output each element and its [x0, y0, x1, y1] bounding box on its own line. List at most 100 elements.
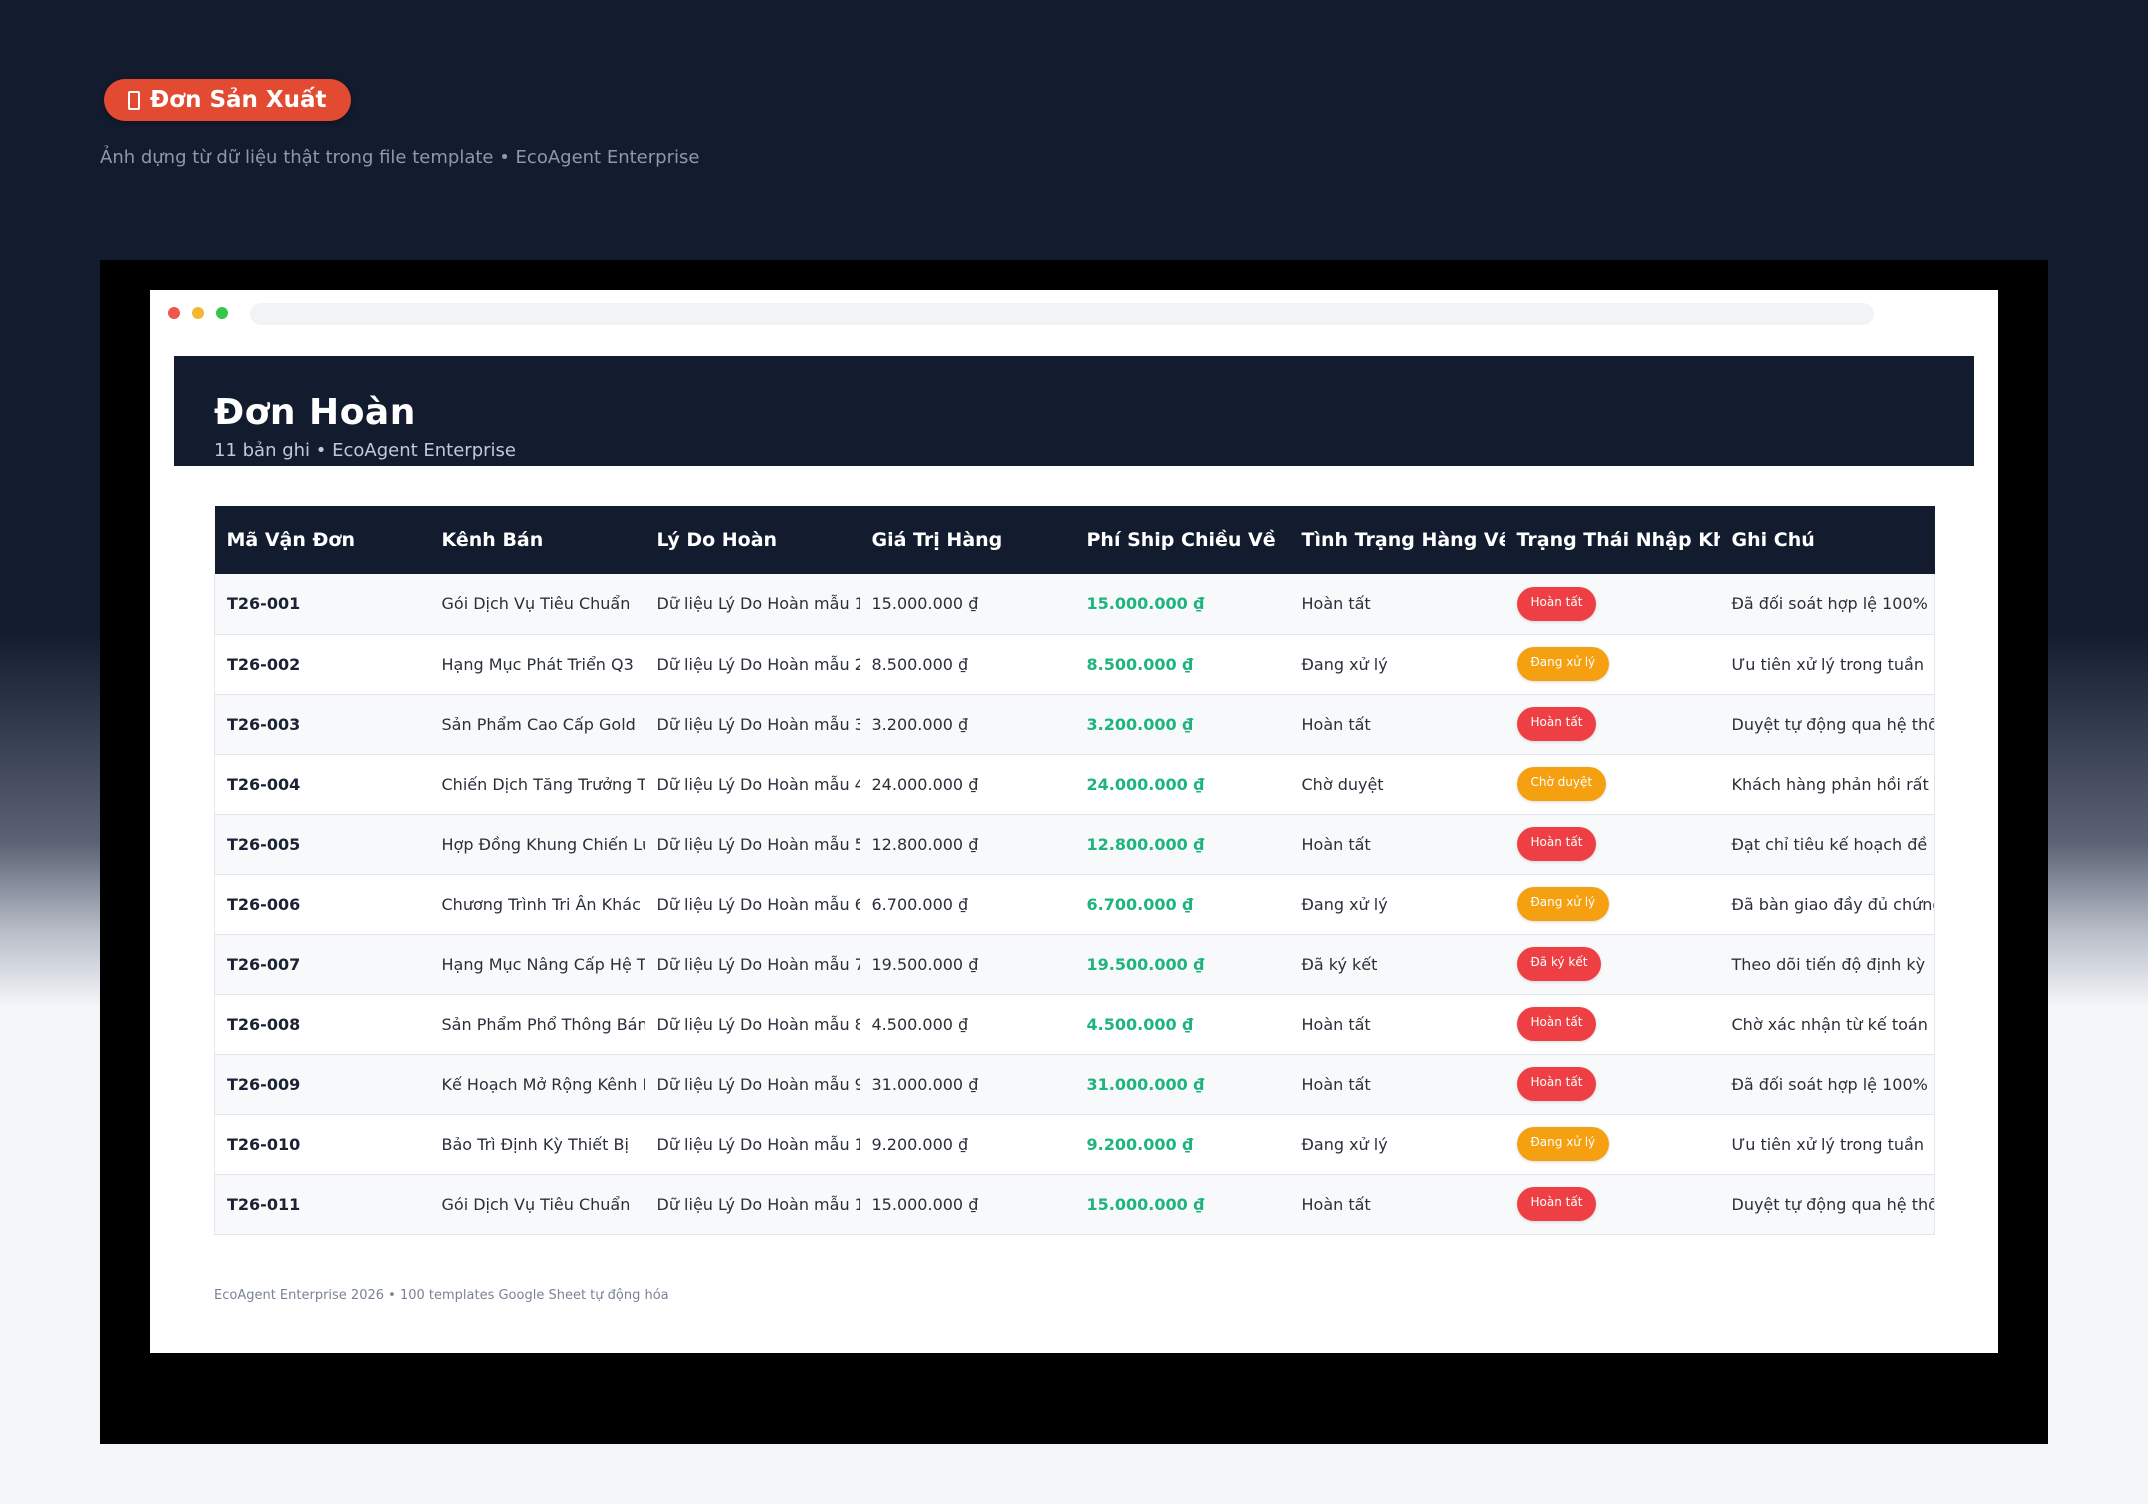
reason-cell: Dữ liệu Lý Do Hoàn mẫu 1 — [644, 1114, 860, 1175]
value-cell: 19.500.000 ₫ — [859, 934, 1075, 995]
column-header[interactable]: Phí Ship Chiều Về — [1074, 506, 1290, 574]
sheet-title: Đơn Hoàn — [214, 392, 416, 433]
status-badge: Hoàn tất — [1516, 707, 1597, 741]
status-badge: Hoàn tất — [1516, 1067, 1597, 1101]
value-cell: 3.200.000 ₫ — [859, 694, 1075, 755]
table-row[interactable]: T26-010 Bảo Trì Định Kỳ Thiết Bị Dữ liệu L… — [214, 1114, 1935, 1175]
code-cell: T26-002 — [214, 634, 430, 695]
note-cell: Chờ xác nhận từ kế toán — [1719, 994, 1935, 1055]
column-header[interactable]: Tình Trạng Hàng Về — [1289, 506, 1505, 574]
address-bar[interactable] — [250, 303, 1874, 325]
category-badge: Đơn Sản Xuất — [104, 79, 351, 121]
status-badge: Hoàn tất — [1516, 1007, 1597, 1041]
code-cell: T26-011 — [214, 1174, 430, 1235]
status-cell: Hoàn tất — [1504, 694, 1720, 755]
note-cell: Khách hàng phản hồi rất — [1719, 754, 1935, 815]
value-cell: 24.000.000 ₫ — [859, 754, 1075, 815]
value-cell: 6.700.000 ₫ — [859, 874, 1075, 935]
note-cell: Đạt chỉ tiêu kế hoạch đề — [1719, 814, 1935, 875]
channel-cell: Gói Dịch Vụ Tiêu Chuẩn — [429, 1174, 645, 1235]
note-cell: Đã bàn giao đầy đủ chứng — [1719, 874, 1935, 935]
reason-cell: Dữ liệu Lý Do Hoàn mẫu 4 — [644, 754, 860, 815]
code-cell: T26-001 — [214, 574, 430, 635]
status-badge: Đang xử lý — [1516, 887, 1610, 921]
status-cell: Hoàn tất — [1504, 1054, 1720, 1115]
category-badge-label: Đơn Sản Xuất — [150, 87, 327, 113]
status-badge: Đã ký kết — [1516, 947, 1602, 981]
ship-fee-cell: 15.000.000 ₫ — [1074, 1174, 1290, 1235]
status-cell: Đã ký kết — [1504, 934, 1720, 995]
condition-cell: Chờ duyệt — [1289, 754, 1505, 815]
code-cell: T26-008 — [214, 994, 430, 1055]
ship-fee-cell: 4.500.000 ₫ — [1074, 994, 1290, 1055]
table-row[interactable]: T26-011 Gói Dịch Vụ Tiêu Chuẩn Dữ liệu Lý … — [214, 1174, 1935, 1235]
reason-cell: Dữ liệu Lý Do Hoàn mẫu 5 — [644, 814, 860, 875]
table-row[interactable]: T26-002 Hạng Mục Phát Triển Q3 Dữ liệu Lý … — [214, 634, 1935, 695]
reason-cell: Dữ liệu Lý Do Hoàn mẫu 2 — [644, 634, 860, 695]
browser-titlebar — [150, 290, 1998, 334]
note-cell: Ưu tiên xử lý trong tuần — [1719, 1114, 1935, 1175]
code-cell: T26-003 — [214, 694, 430, 755]
ship-fee-cell: 15.000.000 ₫ — [1074, 574, 1290, 635]
table-row[interactable]: T26-008 Sản Phẩm Phổ Thông Bán C Dữ liệu L… — [214, 994, 1935, 1055]
condition-cell: Hoàn tất — [1289, 574, 1505, 635]
page-subtitle: Ảnh dựng từ dữ liệu thật trong file temp… — [100, 147, 700, 168]
channel-cell: Hạng Mục Nâng Cấp Hệ Thố — [429, 934, 645, 995]
column-header[interactable]: Kênh Bán — [429, 506, 645, 574]
document-icon — [128, 90, 140, 110]
status-badge: Đang xử lý — [1516, 1127, 1610, 1161]
note-cell: Duyệt tự động qua hệ thố — [1719, 694, 1935, 755]
value-cell: 4.500.000 ₫ — [859, 994, 1075, 1055]
status-cell: Hoàn tất — [1504, 574, 1720, 635]
browser-window: Đơn Hoàn 11 bản ghi • EcoAgent Enterpris… — [150, 290, 1998, 1353]
sheet-header: Đơn Hoàn 11 bản ghi • EcoAgent Enterpris… — [174, 356, 1974, 466]
note-cell: Đã đối soát hợp lệ 100% — [1719, 574, 1935, 635]
status-cell: Hoàn tất — [1504, 994, 1720, 1055]
maximize-window-button[interactable] — [216, 307, 228, 319]
reason-cell: Dữ liệu Lý Do Hoàn mẫu 1 — [644, 1174, 860, 1235]
condition-cell: Đang xử lý — [1289, 874, 1505, 935]
close-window-button[interactable] — [168, 307, 180, 319]
code-cell: T26-006 — [214, 874, 430, 935]
footer-text: EcoAgent Enterprise 2026 • 100 templates… — [214, 1288, 669, 1303]
ship-fee-cell: 3.200.000 ₫ — [1074, 694, 1290, 755]
table-row[interactable]: T26-001 Gói Dịch Vụ Tiêu Chuẩn Dữ liệu Lý … — [214, 574, 1935, 635]
status-cell: Đang xử lý — [1504, 634, 1720, 695]
condition-cell: Hoàn tất — [1289, 1174, 1505, 1235]
condition-cell: Đang xử lý — [1289, 1114, 1505, 1175]
reason-cell: Dữ liệu Lý Do Hoàn mẫu 8 — [644, 994, 860, 1055]
value-cell: 9.200.000 ₫ — [859, 1114, 1075, 1175]
code-cell: T26-007 — [214, 934, 430, 995]
table-row[interactable]: T26-007 Hạng Mục Nâng Cấp Hệ Thố Dữ liệu L… — [214, 934, 1935, 995]
value-cell: 15.000.000 ₫ — [859, 574, 1075, 635]
note-cell: Duyệt tự động qua hệ thố — [1719, 1174, 1935, 1235]
status-cell: Hoàn tất — [1504, 1174, 1720, 1235]
condition-cell: Hoàn tất — [1289, 1054, 1505, 1115]
ship-fee-cell: 19.500.000 ₫ — [1074, 934, 1290, 995]
channel-cell: Hạng Mục Phát Triển Q3 — [429, 634, 645, 695]
minimize-window-button[interactable] — [192, 307, 204, 319]
status-cell: Đang xử lý — [1504, 1114, 1720, 1175]
table-row[interactable]: T26-006 Chương Trình Tri Ân Khác Dữ liệu L… — [214, 874, 1935, 935]
code-cell: T26-005 — [214, 814, 430, 875]
reason-cell: Dữ liệu Lý Do Hoàn mẫu 9 — [644, 1054, 860, 1115]
table-row[interactable]: T26-009 Kế Hoạch Mở Rộng Kênh Ph Dữ liệu L… — [214, 1054, 1935, 1115]
value-cell: 31.000.000 ₫ — [859, 1054, 1075, 1115]
value-cell: 12.800.000 ₫ — [859, 814, 1075, 875]
ship-fee-cell: 6.700.000 ₫ — [1074, 874, 1290, 935]
column-header[interactable]: Trạng Thái Nhập Kh — [1504, 506, 1720, 574]
column-header[interactable]: Mã Vận Đơn — [214, 506, 430, 574]
channel-cell: Kế Hoạch Mở Rộng Kênh Ph — [429, 1054, 645, 1115]
condition-cell: Hoàn tất — [1289, 814, 1505, 875]
table-row[interactable]: T26-004 Chiến Dịch Tăng Trưởng T Dữ liệu L… — [214, 754, 1935, 815]
column-header[interactable]: Giá Trị Hàng — [859, 506, 1075, 574]
reason-cell: Dữ liệu Lý Do Hoàn mẫu 6 — [644, 874, 860, 935]
column-header[interactable]: Ghi Chú — [1719, 506, 1935, 574]
status-cell: Đang xử lý — [1504, 874, 1720, 935]
table-row[interactable]: T26-003 Sản Phẩm Cao Cấp Gold Dữ liệu Lý D… — [214, 694, 1935, 755]
channel-cell: Gói Dịch Vụ Tiêu Chuẩn — [429, 574, 645, 635]
ship-fee-cell: 31.000.000 ₫ — [1074, 1054, 1290, 1115]
table-row[interactable]: T26-005 Hợp Đồng Khung Chiến Lượ Dữ liệu L… — [214, 814, 1935, 875]
ship-fee-cell: 24.000.000 ₫ — [1074, 754, 1290, 815]
column-header[interactable]: Lý Do Hoàn — [644, 506, 860, 574]
